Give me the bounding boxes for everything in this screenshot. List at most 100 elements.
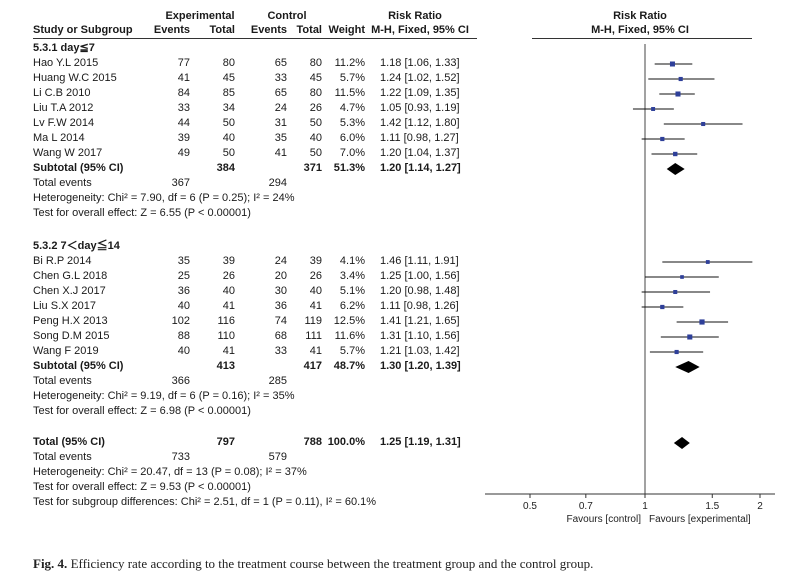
header-rule-table — [33, 38, 477, 39]
total-events-exp: 367 — [171, 177, 190, 189]
x-tick-label: 0.5 — [523, 501, 537, 512]
exp-events: 33 — [177, 102, 190, 114]
exp-total: 50 — [222, 147, 235, 159]
study-weight: 11.6% — [334, 330, 365, 342]
study-name: Chen X.J 2017 — [33, 285, 106, 297]
study-ci: 1.11 [0.98, 1.27] — [380, 132, 459, 144]
study-weight: 5.3% — [339, 117, 365, 129]
study-ci: 1.20 [1.04, 1.37] — [380, 147, 460, 159]
ctrl-total: 119 — [304, 315, 322, 327]
exp-events: 40 — [177, 345, 190, 357]
study-point-estimate — [669, 61, 675, 67]
subtotal-ctrl-total: 417 — [303, 360, 322, 372]
total-events-label: Total events — [33, 375, 92, 387]
exp-total: 40 — [222, 285, 235, 297]
ctrl-events: 65 — [274, 87, 287, 99]
overall-weight: 100.0% — [327, 436, 365, 448]
overall-effect-test-text: Test for overall effect: Z = 9.53 (P < 0… — [33, 481, 251, 493]
header-ctrl-events: Events — [250, 24, 287, 36]
exp-total: 39 — [222, 255, 235, 267]
study-name: Song D.M 2015 — [33, 330, 110, 342]
x-tick-label: 1 — [642, 501, 648, 512]
ctrl-events: 41 — [274, 147, 287, 159]
exp-events: 40 — [177, 300, 190, 312]
study-point-estimate — [675, 91, 681, 97]
exp-events: 77 — [177, 57, 190, 69]
subtotal-ctrl-total: 371 — [303, 162, 322, 174]
study-ci: 1.20 [0.98, 1.48] — [380, 285, 460, 297]
study-name: Huang W.C 2015 — [33, 72, 117, 84]
header-risk-ratio-plot: Risk Ratio — [613, 10, 667, 22]
study-point-estimate — [673, 289, 678, 295]
subgroup-title: 5.3.1 day≦7 — [33, 42, 95, 54]
study-point-estimate — [660, 136, 665, 142]
heterogeneity-text: Heterogeneity: Chi² = 7.90, df = 6 (P = … — [33, 192, 295, 204]
study-weight: 4.1% — [339, 255, 365, 267]
study-point-estimate — [701, 121, 706, 127]
study-ci: 1.24 [1.02, 1.52] — [380, 72, 460, 84]
study-weight: 7.0% — [339, 147, 365, 159]
ctrl-events: 65 — [274, 57, 287, 69]
header-risk-ratio-table: Risk Ratio — [388, 10, 442, 22]
study-weight: 5.7% — [339, 72, 365, 84]
study-weight: 5.1% — [339, 285, 365, 297]
total-events-label: Total events — [33, 177, 92, 189]
x-tick-label: 0.7 — [579, 501, 593, 512]
study-weight: 4.7% — [339, 102, 365, 114]
ctrl-total: 80 — [309, 57, 322, 69]
study-weight: 11.2% — [334, 57, 365, 69]
study-ci: 1.18 [1.06, 1.33] — [380, 57, 460, 69]
exp-events: 44 — [177, 117, 190, 129]
subgroup-title: 5.3.2 7＜day≦14 — [33, 240, 120, 252]
exp-total: 40 — [222, 132, 235, 144]
study-ci: 1.25 [1.00, 1.56] — [380, 270, 460, 282]
caption-text: Efficiency rate according to the treatme… — [70, 556, 594, 571]
exp-total: 116 — [217, 315, 235, 327]
overall-effect-text: Test for overall effect: Z = 6.55 (P < 0… — [33, 207, 251, 219]
study-point-estimate — [699, 319, 705, 325]
heterogeneity-text: Heterogeneity: Chi² = 9.19, df = 6 (P = … — [33, 390, 295, 402]
total-events-exp: 366 — [171, 375, 190, 387]
study-point-estimate — [673, 151, 678, 157]
ctrl-total: 111 — [305, 330, 322, 342]
ctrl-total: 50 — [309, 117, 322, 129]
study-weight: 6.2% — [339, 300, 365, 312]
subtotal-exp-total: 384 — [216, 162, 235, 174]
study-point-estimate — [687, 334, 693, 340]
ctrl-events: 31 — [274, 117, 287, 129]
study-ci: 1.42 [1.12, 1.80] — [380, 117, 460, 129]
subtotal-exp-total: 413 — [216, 360, 235, 372]
ctrl-total: 40 — [309, 285, 322, 297]
exp-events: 25 — [177, 270, 190, 282]
study-name: Peng H.X 2013 — [33, 315, 108, 327]
study-point-estimate — [678, 76, 683, 82]
total-events-ctrl: 294 — [268, 177, 287, 189]
exp-events: 88 — [177, 330, 190, 342]
study-weight: 6.0% — [339, 132, 365, 144]
header-ctrl-total: Total — [296, 24, 322, 36]
study-ci: 1.11 [0.98, 1.26] — [380, 300, 459, 312]
subtotal-diamond — [675, 361, 700, 373]
study-name: Bi R.P 2014 — [33, 255, 92, 267]
exp-total: 26 — [222, 270, 235, 282]
study-name: Wang F 2019 — [33, 345, 99, 357]
study-point-estimate — [680, 275, 684, 279]
ctrl-total: 80 — [309, 87, 322, 99]
exp-total: 80 — [222, 57, 235, 69]
ctrl-events: 24 — [274, 255, 287, 267]
study-ci: 1.05 [0.93, 1.19] — [380, 102, 460, 114]
exp-events: 84 — [177, 87, 190, 99]
exp-events: 36 — [177, 285, 190, 297]
header-rr-method-table: M-H, Fixed, 95% CI — [371, 24, 469, 36]
overall-ci: 1.25 [1.19, 1.31] — [380, 436, 461, 448]
ctrl-total: 40 — [309, 132, 322, 144]
x-tick-label: 1.5 — [705, 501, 719, 512]
header-weight: Weight — [328, 24, 365, 36]
study-ci: 1.31 [1.10, 1.56] — [380, 330, 460, 342]
caption-label: Fig. 4. — [33, 556, 68, 571]
subtotal-ci: 1.30 [1.20, 1.39] — [380, 360, 461, 372]
ctrl-total: 26 — [309, 270, 322, 282]
ctrl-total: 39 — [309, 255, 322, 267]
x-tick-label: 2 — [757, 501, 763, 512]
